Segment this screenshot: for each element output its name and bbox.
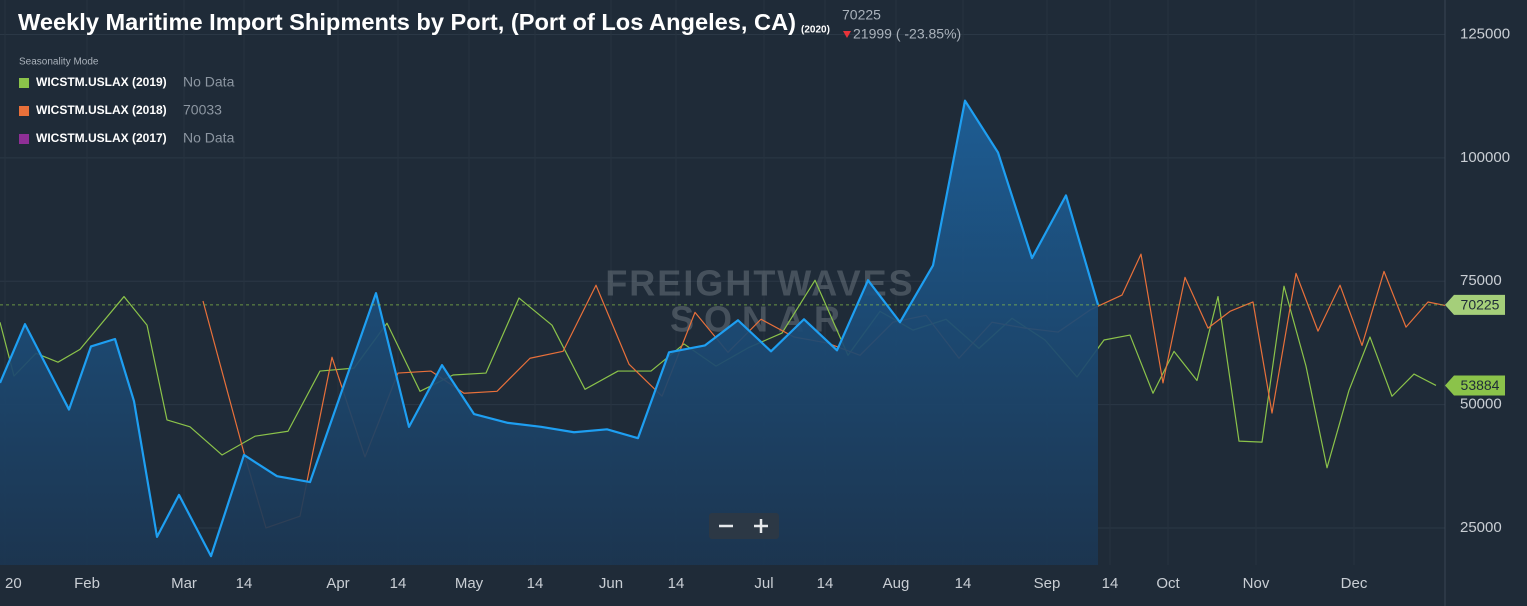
line xyxy=(0,279,1437,469)
value-tag xyxy=(1445,375,1505,396)
y-tick-label: 100000 xyxy=(1460,149,1510,166)
x-tick-label: 14 xyxy=(817,575,834,592)
legend-value: 70033 xyxy=(183,102,222,118)
x-tick-label: Dec xyxy=(1341,575,1368,592)
chart-title: Weekly Maritime Import Shipments by Port… xyxy=(18,9,796,35)
x-tick-label: Aug xyxy=(883,575,910,592)
x-tick-label: Jul xyxy=(754,575,773,592)
line xyxy=(0,99,1100,558)
y-tick-label: 25000 xyxy=(1460,519,1502,536)
x-tick-label: 14 xyxy=(390,575,407,592)
value-tag-label: 70225 xyxy=(1461,297,1500,313)
header: Weekly Maritime Import Shipments by Port… xyxy=(18,7,961,146)
watermark: FREIGHTWAVES SONAR xyxy=(605,263,912,340)
value-tag-label: 53884 xyxy=(1461,377,1500,393)
x-tick-label: 20 xyxy=(5,575,22,592)
x-tick-label: Jun xyxy=(599,575,623,592)
legend-swatch xyxy=(19,78,29,88)
legend-swatch xyxy=(19,134,29,144)
y-tick-label: 75000 xyxy=(1460,272,1502,289)
x-tick-label: Mar xyxy=(171,575,197,592)
zoom-controls xyxy=(709,513,779,539)
plot: 70225 53884 xyxy=(0,99,1505,565)
change-text: 21999 ( -23.85%) xyxy=(853,26,961,42)
y-tick-label: 50000 xyxy=(1460,396,1502,413)
value-tag xyxy=(1445,294,1505,315)
title-suffix: (2020) xyxy=(801,25,830,36)
legend-label: WICSTM.USLAX (2019) xyxy=(36,75,167,89)
x-tick-label: 14 xyxy=(527,575,544,592)
y-tick-label: 125000 xyxy=(1460,26,1510,43)
legend-value: No Data xyxy=(183,74,235,90)
x-tick-label: 14 xyxy=(668,575,685,592)
legend-swatch xyxy=(19,106,29,116)
x-tick-label: Oct xyxy=(1156,575,1180,592)
down-arrow xyxy=(843,31,851,38)
legend-label: WICSTM.USLAX (2018) xyxy=(36,103,167,117)
x-tick-label: 14 xyxy=(1102,575,1119,592)
x-tick-label: 14 xyxy=(955,575,972,592)
x-tick-label: Apr xyxy=(326,575,349,592)
area xyxy=(0,100,1098,565)
header-value: 70225 xyxy=(842,7,881,23)
zoom-in[interactable] xyxy=(754,519,768,533)
legend-label: WICSTM.USLAX (2017) xyxy=(36,131,167,145)
x-tick-label: Nov xyxy=(1243,575,1270,592)
legend-value: No Data xyxy=(183,130,235,146)
x-tick-label: May xyxy=(455,575,484,592)
legend-title: Seasonality Mode xyxy=(19,57,99,68)
x-tick-label: Feb xyxy=(74,575,100,592)
x-tick-label: Sep xyxy=(1034,575,1061,592)
x-tick-label: 14 xyxy=(236,575,253,592)
